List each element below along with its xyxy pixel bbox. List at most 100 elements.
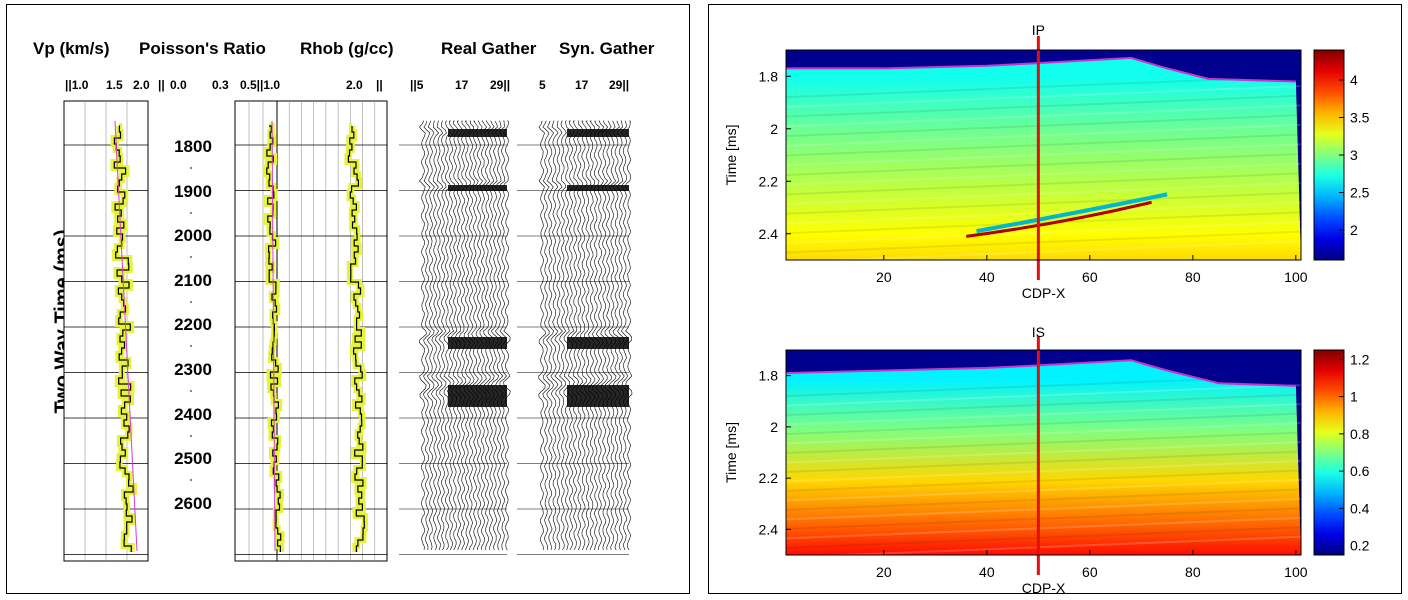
x-tick-label: 60	[1082, 269, 1098, 285]
scale-label: 17	[455, 78, 469, 92]
time-label: 2400	[162, 404, 224, 425]
layer-streak	[785, 230, 1302, 254]
strong-event	[567, 337, 629, 349]
anomaly-streak	[966, 200, 1152, 238]
vp-trend	[114, 120, 138, 552]
time-dot	[190, 300, 192, 303]
wiggle-trace	[443, 120, 451, 551]
scale-label: 5	[539, 78, 546, 92]
time-label: 2300	[162, 360, 224, 380]
chart-title: IP	[1032, 22, 1045, 38]
layer-streak	[785, 211, 1302, 235]
time-label: 2500	[162, 449, 224, 470]
poisson-trend	[271, 120, 276, 552]
wiggle-trace	[426, 120, 435, 551]
layer-streak	[785, 450, 1302, 473]
layer-streak	[785, 152, 1302, 176]
scale-label: ||	[158, 78, 165, 92]
layer-streak	[785, 143, 1302, 167]
layer-streak	[785, 172, 1302, 196]
rhob-track	[276, 100, 388, 562]
strong-event	[448, 185, 507, 191]
time-dot	[190, 256, 192, 259]
x-tick-label: 80	[1185, 269, 1201, 285]
well-log-tracks	[63, 100, 633, 562]
x-tick-label: 60	[1082, 564, 1098, 580]
x-axis-label: CDP-X	[1022, 580, 1066, 593]
colorbar-tick-label: 1	[1350, 389, 1358, 405]
header-vp: Vp (km/s)	[33, 39, 110, 58]
y-tick-label: 2.2	[759, 173, 779, 189]
y-axis-label: Time [ms]	[723, 422, 739, 483]
is-section: IS 20 40 60 80 100 CDP-X 1.8 2 2.2 2.4 Time [ms] 0.2…	[723, 324, 1370, 593]
layer-streak	[785, 374, 1302, 398]
time-dot	[190, 434, 192, 437]
colorbar-tick-label: 0.8	[1350, 426, 1370, 442]
wiggle-trace	[490, 120, 500, 551]
time-label: 2600	[162, 493, 224, 514]
vp-curve	[113, 125, 134, 552]
real-gather	[418, 120, 511, 551]
layer-streak	[785, 412, 1302, 436]
section-fill	[786, 360, 1301, 555]
layer-streak	[785, 84, 1302, 108]
scale-label: 0.3	[212, 78, 229, 92]
wiggle-trace	[439, 120, 447, 551]
strong-event	[448, 129, 507, 137]
layer-streak	[785, 478, 1302, 502]
y-tick-label: 2	[770, 419, 778, 435]
horizon-line	[785, 56, 1296, 83]
wiggle-trace	[434, 120, 444, 551]
scale-label: ||5	[410, 78, 424, 92]
x-tick-label: 40	[979, 564, 995, 580]
scale-label: 1.5	[106, 78, 123, 92]
layer-streak	[785, 497, 1302, 521]
layer-streak	[785, 403, 1302, 426]
wiggle-trace	[538, 120, 546, 551]
wiggle-trace	[431, 120, 440, 551]
y-axis-label: Time [ms]	[723, 125, 739, 186]
x-tick-label: 100	[1284, 564, 1308, 580]
layer-streak	[785, 133, 1302, 157]
header-syn-gather: Syn. Gather	[559, 39, 655, 58]
colorbar-tick-label: 0.2	[1350, 538, 1370, 554]
layer-streak	[785, 384, 1302, 407]
time-dot	[190, 390, 192, 392]
horizon-line	[785, 359, 1296, 387]
layer-streak	[785, 535, 1302, 559]
rhob-curve	[347, 126, 365, 552]
scale-label: 29||	[609, 78, 630, 92]
time-dot	[190, 211, 192, 214]
layer-streak	[785, 488, 1302, 511]
scale-label: 17	[575, 78, 589, 92]
scale-label: ||	[376, 78, 383, 92]
colorbar	[1313, 349, 1345, 556]
layer-streak	[785, 104, 1302, 128]
time-dot	[190, 167, 192, 169]
layer-streak	[785, 201, 1302, 225]
wiggle-trace	[563, 120, 571, 551]
y-tick-label: 1.8	[759, 368, 779, 384]
x-tick-label: 20	[876, 564, 892, 580]
strong-event	[567, 185, 629, 191]
x-tick-label: 80	[1185, 564, 1201, 580]
layer-streak	[785, 123, 1302, 147]
strong-event	[567, 385, 629, 407]
axes-box	[785, 49, 1302, 261]
wiggle-trace	[559, 120, 567, 551]
layer-streak	[785, 191, 1302, 215]
header-real-gather: Real Gather	[441, 39, 537, 58]
header-poisson: Poisson's Ratio	[139, 39, 266, 58]
time-label: 2000	[162, 226, 224, 247]
chart-title: IS	[1032, 324, 1045, 340]
time-label: 1900	[162, 181, 224, 202]
x-tick-label: 100	[1284, 269, 1308, 285]
y-tick-label: 2.2	[759, 470, 779, 486]
colorbar-tick-label: 3	[1350, 147, 1358, 163]
wiggle-trace	[550, 120, 559, 551]
layer-streak	[785, 469, 1302, 492]
scale-label: ||1.0	[65, 78, 89, 92]
header-rhob: Rhob (g/cc)	[300, 39, 394, 58]
y-tick-label: 1.8	[759, 68, 779, 84]
time-label: 2100	[162, 270, 224, 291]
